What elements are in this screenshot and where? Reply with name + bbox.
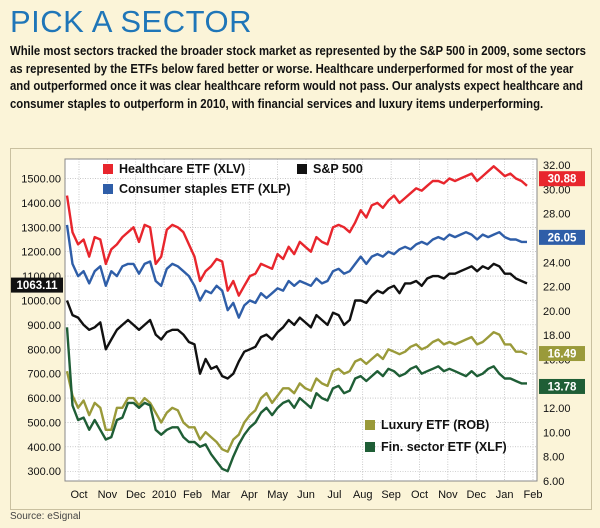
right-tick-label: 8.00 <box>543 452 564 464</box>
right-tick-label: 28.00 <box>543 209 571 221</box>
legend-label-healthcare: Healthcare ETF (XLV) <box>119 162 245 176</box>
left-tick-label: 1500.00 <box>21 174 61 186</box>
x-tick-label: Oct <box>411 489 428 501</box>
right-tick-label: 6.00 <box>543 476 564 488</box>
right-tick-label: 30.00 <box>543 184 571 196</box>
x-tick-label: Mar <box>211 489 230 501</box>
series-line-financial <box>65 327 527 473</box>
right-tick-label: 22.00 <box>543 282 571 294</box>
left-tick-label: 800.00 <box>27 344 61 356</box>
x-tick-label: Oct <box>70 489 87 501</box>
right-tick-label: 20.00 <box>543 306 571 318</box>
end-label-healthcare: 30.88 <box>548 174 577 186</box>
series-line-sp500 <box>65 262 528 380</box>
legend-swatch-luxury <box>365 420 375 430</box>
end-label-box-financial <box>539 378 585 394</box>
left-tick-label: 300.00 <box>27 466 61 478</box>
end-label-sp500: 1063.11 <box>17 280 59 292</box>
series-line-staples <box>65 224 527 319</box>
end-label-financial: 13.78 <box>548 381 577 393</box>
left-tick-label: 1400.00 <box>21 198 61 210</box>
x-tick-label: Jan <box>496 489 514 501</box>
right-tick-label: 12.00 <box>543 403 571 415</box>
legend-label-sp500: S&P 500 <box>313 162 363 176</box>
end-label-box-staples <box>539 229 585 245</box>
end-label-luxury: 16.49 <box>548 349 577 361</box>
legend-label-luxury: Luxury ETF (ROB) <box>381 418 489 432</box>
source-note: Source: eSignal <box>10 511 81 522</box>
chart-panel: 300.00 400.00 500.00 600.00 700.00 800.00 900.… <box>10 148 592 510</box>
left-tick-label: 1200.00 <box>21 247 61 259</box>
end-label-staples: 26.05 <box>548 232 577 244</box>
right-tick-label: 24.00 <box>543 257 571 269</box>
end-label-box-luxury <box>539 346 585 362</box>
x-tick-label: Dec <box>466 489 486 501</box>
left-tick-label: 1000.00 <box>21 295 61 307</box>
x-tick-label: Jun <box>297 489 315 501</box>
left-tick-label: 400.00 <box>27 442 61 454</box>
page-title: PICK A SECTOR <box>10 4 252 39</box>
left-tick-label: 1300.00 <box>21 222 61 234</box>
x-tick-label: Sep <box>381 489 401 501</box>
left-tick-label: 900.00 <box>27 320 61 332</box>
left-tick-label: 500.00 <box>27 417 61 429</box>
series-line-healthcare <box>65 165 528 297</box>
series-line-luxury <box>65 330 528 453</box>
legend-swatch-healthcare <box>103 164 113 174</box>
x-tick-label: May <box>267 489 288 501</box>
left-tick-label: 700.00 <box>27 369 61 381</box>
x-tick-label: Feb <box>183 489 202 501</box>
end-label-box-healthcare <box>539 171 585 187</box>
x-tick-label: Apr <box>241 489 258 501</box>
x-tick-label: Feb <box>524 489 543 501</box>
legend-label-staples: Consumer staples ETF (XLP) <box>119 182 291 196</box>
x-tick-label: Nov <box>438 489 458 501</box>
x-tick-label: 2010 <box>152 489 176 501</box>
end-label-box-sp500 <box>11 277 63 293</box>
intro-paragraph: While most sectors tracked the broader s… <box>10 43 586 111</box>
legend-swatch-staples <box>103 184 113 194</box>
legend-swatch-sp500 <box>297 164 307 174</box>
sector-line-chart: 300.00 400.00 500.00 600.00 700.00 800.00 900.… <box>11 158 585 501</box>
right-tick-label: 10.00 <box>543 427 571 439</box>
x-tick-label: Jul <box>327 489 341 501</box>
legend-label-financial: Fin. sector ETF (XLF) <box>381 440 507 454</box>
x-tick-label: Aug <box>353 489 373 501</box>
right-tick-label: 32.00 <box>543 160 571 172</box>
x-tick-label: Nov <box>98 489 118 501</box>
legend-swatch-financial <box>365 442 375 452</box>
left-tick-label: 600.00 <box>27 393 61 405</box>
x-tick-label: Dec <box>126 489 146 501</box>
right-tick-label: 18.00 <box>543 330 571 342</box>
